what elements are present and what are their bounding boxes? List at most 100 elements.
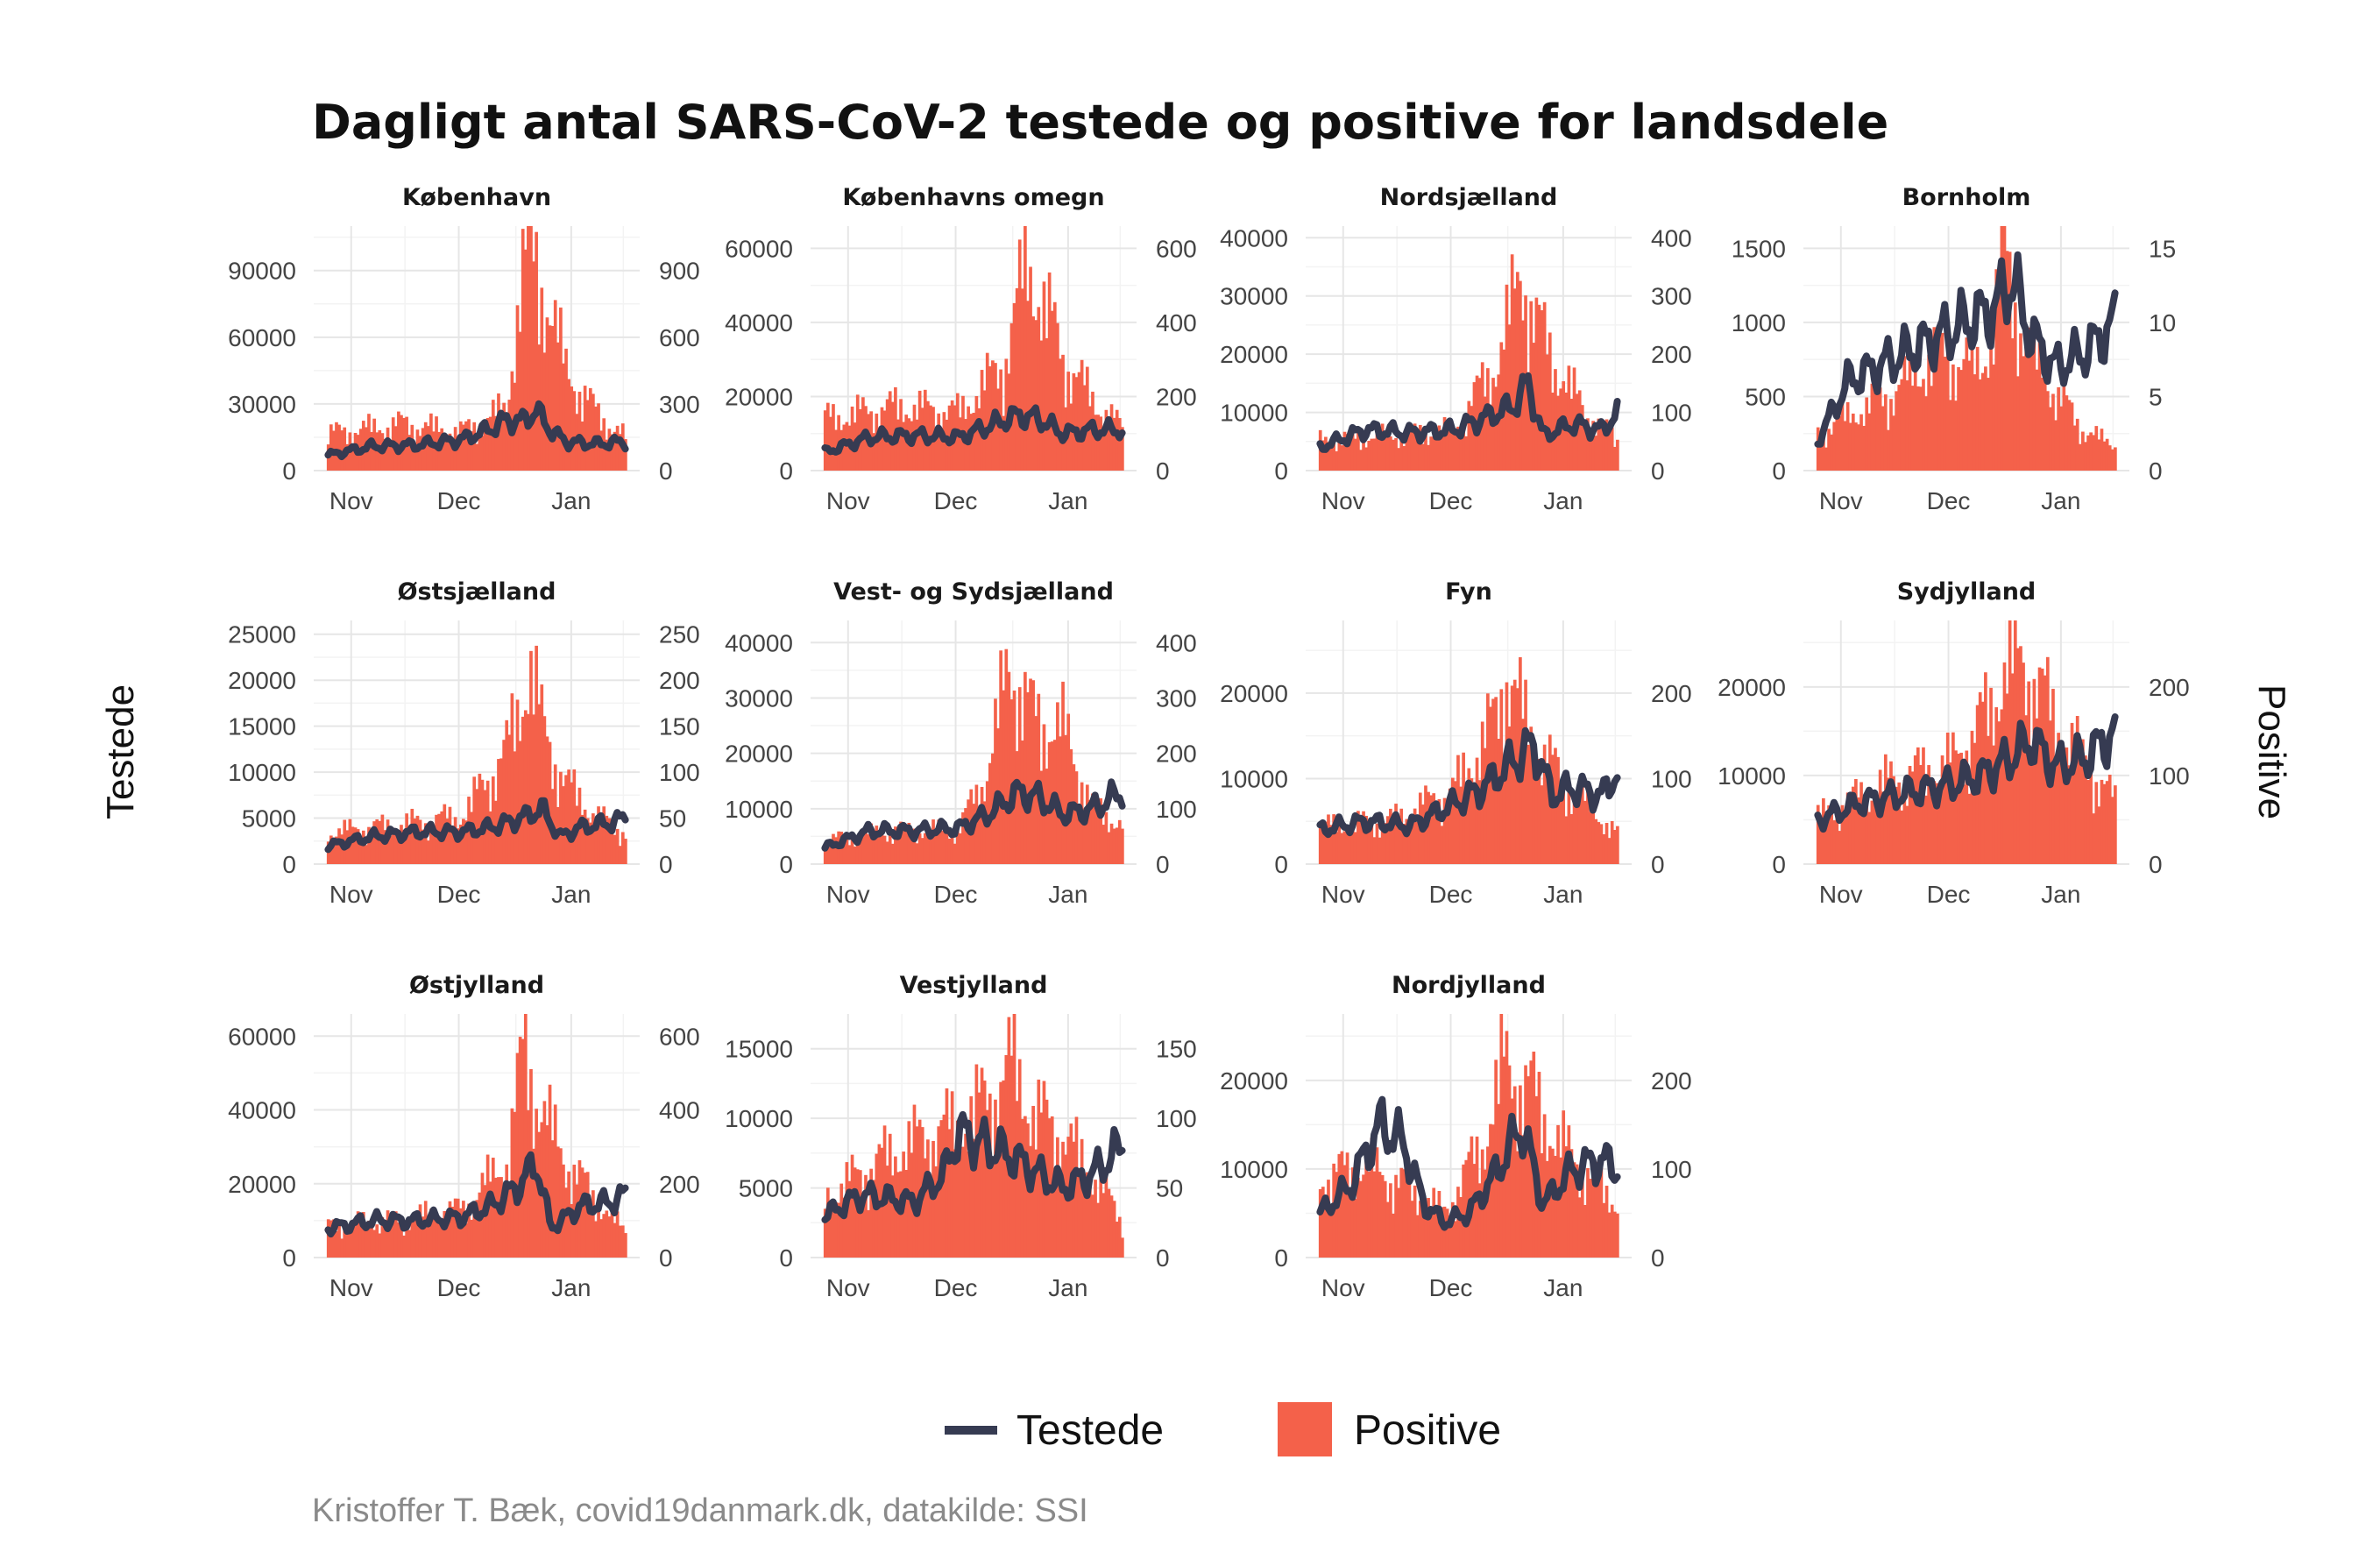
positive-bar (1913, 364, 1917, 471)
positive-bar (1545, 354, 1549, 471)
positive-bar (1345, 829, 1349, 864)
positive-bar (1551, 1148, 1555, 1258)
positive-bar (1017, 239, 1022, 471)
positive-bar (613, 834, 617, 864)
positive-bar (1878, 387, 1882, 471)
positive-bar (1594, 819, 1598, 864)
positive-bar (945, 1088, 949, 1258)
positive-bar (1072, 764, 1076, 864)
positive-bar (1510, 685, 1514, 864)
positive-bar (1456, 1187, 1460, 1258)
positive-bar (1402, 445, 1406, 471)
positive-bar (1542, 1114, 1547, 1258)
positive-bar (2054, 420, 2058, 471)
positive-bar (497, 1177, 500, 1258)
positive-bar (823, 1208, 827, 1258)
y-tick-label-left: 40000 (228, 1097, 296, 1124)
positive-bar (620, 1225, 625, 1258)
positive-bar (450, 828, 455, 864)
y-tick-label-right: 900 (659, 258, 700, 285)
positive-bar (994, 698, 997, 864)
positive-bar (1080, 1138, 1084, 1258)
positive-bar (869, 1168, 873, 1258)
positive-bar (2024, 344, 2028, 471)
positive-bar (902, 823, 905, 864)
positive-bar (432, 1218, 436, 1258)
positive-bar (1418, 1201, 1422, 1258)
positive-bar (1935, 783, 1939, 864)
y-tick-label-right: 0 (1156, 457, 1170, 485)
positive-bars (823, 1014, 1124, 1258)
y-tick-label-left: 0 (282, 1244, 296, 1272)
y-tick-label-right: 0 (2149, 851, 2163, 878)
y-tick-label-right: 100 (1651, 400, 1692, 427)
positive-bar (845, 833, 849, 864)
positive-bar (910, 836, 914, 864)
y-tick-label-right: 100 (1651, 765, 1692, 792)
positive-bar (1832, 422, 1837, 471)
positive-bar (959, 1151, 962, 1258)
positive-bar (1883, 754, 1888, 864)
positive-bar (1034, 320, 1038, 471)
positive-bar (1607, 432, 1611, 471)
positive-bar (1104, 811, 1109, 864)
positive-bar (1337, 437, 1342, 471)
positive-bar (847, 1180, 852, 1258)
positive-bar (2067, 400, 2072, 471)
positive-bar (570, 1203, 574, 1258)
positive-bar (1997, 721, 2001, 864)
positive-bar (527, 1109, 530, 1258)
positive-bar (1080, 359, 1084, 471)
positive-bar (1489, 1123, 1492, 1258)
y-tick-label-right: 200 (1651, 1067, 1692, 1095)
positive-bar (2092, 813, 2096, 864)
positive-bar (367, 1220, 371, 1258)
positive-bar (1854, 422, 1858, 471)
positive-bar (615, 828, 620, 864)
positive-bar (1987, 735, 1990, 864)
positive-bar (1489, 404, 1492, 471)
positive-bar (2105, 781, 2109, 864)
testede-line (821, 778, 1126, 852)
positive-bar (2057, 386, 2060, 471)
x-tick-label: Jan (2041, 487, 2080, 514)
positive-bar (418, 1204, 422, 1258)
positive-bar (1383, 1180, 1387, 1258)
positive-bar (1056, 322, 1059, 471)
positive-bar (1910, 386, 1915, 471)
positive-bar (472, 776, 477, 864)
positive-bar (1602, 833, 1606, 864)
x-tick-label: Jan (1543, 881, 1583, 908)
positive-bar (348, 1224, 352, 1258)
positive-bar (1340, 833, 1344, 864)
positive-bar (1353, 1198, 1357, 1258)
caption: Kristoffer T. Bæk, covid19danmark.dk, da… (312, 1492, 1088, 1529)
positive-bar (478, 773, 482, 864)
positive-bar (959, 833, 962, 864)
positive-bar (1015, 751, 1019, 864)
positive-bar (1554, 1155, 1557, 1258)
positive-bar (2049, 720, 2052, 864)
positive-bar (847, 845, 852, 864)
y-tick-label-left: 90000 (228, 258, 296, 285)
y-tick-label-left: 10000 (1220, 400, 1288, 427)
positive-bar (1526, 1076, 1530, 1258)
positive-bar (1370, 819, 1374, 864)
positive-bar (483, 423, 487, 471)
positive-bar (1491, 1124, 1495, 1258)
positive-bar (991, 1159, 995, 1258)
positive-bar (505, 1164, 509, 1258)
positive-bar (977, 1092, 981, 1258)
positive-bar (1107, 1188, 1111, 1258)
positive-bar (535, 231, 538, 471)
positive-bar (902, 422, 905, 471)
positive-bar (1413, 423, 1417, 471)
positive-bar (2105, 438, 2109, 471)
y-tick-label-left: 0 (1274, 457, 1288, 485)
x-tick-label: Dec (1429, 487, 1473, 514)
positive-bar (2032, 315, 2036, 471)
positive-bar (570, 782, 574, 864)
y-tick-label-right: 200 (1156, 383, 1197, 410)
positive-bar (1851, 786, 1855, 864)
positive-bar (1559, 1157, 1562, 1258)
